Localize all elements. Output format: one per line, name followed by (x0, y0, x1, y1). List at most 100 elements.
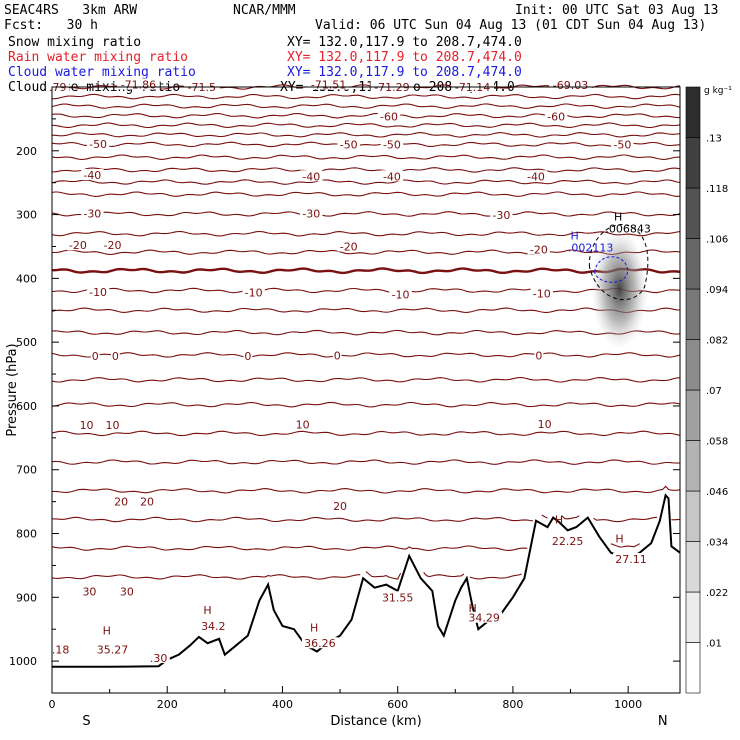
field-cloudwater-xy: XY= 132.0,117.9 to 208.7,474.0 (287, 65, 522, 80)
contour-label: -40 (302, 170, 320, 183)
x-axis-label: Distance (km) (330, 714, 421, 729)
contour-label-bg (490, 209, 513, 221)
contour-label-bg (549, 535, 586, 547)
contour-label-bg (527, 243, 551, 255)
cloud-ice-contour (588, 224, 649, 301)
temperature-contour (51, 132, 681, 138)
colorbar-label: .07 (706, 386, 722, 397)
contour-label-bg (530, 287, 553, 299)
contour-label: -71.5 (188, 81, 216, 94)
contour-label: -30 (302, 207, 320, 220)
contour-label: 34.29 (468, 612, 500, 625)
colorbar-label: .01 (706, 639, 722, 650)
cloud-water-high-marker: H (571, 230, 579, 243)
x-tick-label: 800 (502, 698, 523, 711)
contour-label-bg (183, 81, 220, 92)
temperature-contour (52, 544, 680, 551)
colorbar-cell (685, 490, 701, 542)
y-tick-label: 800 (16, 528, 37, 541)
header-valid: Valid: 06 UTC Sun 04 Aug 13 (01 CDT Sun … (315, 18, 707, 33)
contour-label-bg (300, 207, 323, 219)
cloud-ice-shading (591, 229, 648, 350)
colorbar-cell (685, 440, 701, 492)
x-tick-label: 200 (157, 698, 178, 711)
contour-label-bg (300, 170, 323, 182)
colorbar-label: .118 (706, 184, 728, 195)
contour-label-bg (78, 419, 95, 431)
contour-label-bg (81, 207, 104, 219)
temperature-contour (51, 249, 681, 255)
header-center: NCAR/MMM (233, 3, 296, 18)
contour-label-bg (380, 170, 404, 182)
temperature-contour (51, 112, 680, 119)
contour-label-bg (81, 585, 98, 597)
contour-label-bg (337, 240, 360, 252)
x-tick-label: 400 (272, 698, 293, 711)
temperature-contour (51, 485, 681, 494)
contour-label: 0 (535, 350, 542, 363)
high-marker: H (468, 602, 476, 615)
contour-label-bg (110, 350, 120, 362)
contour-label: -60 (380, 110, 398, 123)
contour-label-bg (536, 417, 553, 429)
temperature-contour (51, 287, 681, 294)
y-tick-label: 200 (16, 145, 37, 158)
contour-label: -50 (613, 138, 631, 151)
temperature-contour (51, 211, 681, 217)
field-cloudice-xy: XY= 132.0,117.9 to 208.7,474.0 (280, 80, 515, 95)
temperature-contour (51, 307, 681, 314)
contour-label-bg (49, 643, 72, 655)
contour-label: 31.55 (382, 591, 414, 604)
contour-label: -20 (340, 240, 358, 253)
contour-label-bg (113, 495, 129, 507)
field-rain-name: Rain water mixing ratio (8, 50, 189, 65)
contour-label-bg (534, 349, 544, 361)
contour-label-bg (104, 419, 121, 431)
contour-label: 27.11 (615, 553, 647, 566)
field-rain-xy: XY= 132.0,117.9 to 208.7,474.0 (287, 50, 522, 65)
contour-label-bg (90, 350, 100, 362)
endpoint-left: S (82, 714, 90, 729)
colorbar-label: .094 (706, 285, 728, 296)
colorbar-cell (685, 339, 701, 391)
contour-label: 20 (333, 500, 347, 513)
y-tick-label: 400 (16, 272, 37, 285)
high-marker: H (555, 513, 563, 526)
cloud-water-max-label: .002113 (568, 242, 614, 255)
x-tick-label: 0 (49, 698, 56, 711)
contour-label: 10 (538, 418, 552, 431)
contour-label-bg (147, 651, 170, 663)
temperature-contour (51, 154, 681, 160)
contour-label: -50 (383, 138, 401, 151)
contour-label: -60 (547, 110, 565, 123)
contour-label-bg (549, 79, 592, 91)
contour-label: -10 (392, 288, 410, 301)
colorbar-cell (685, 187, 701, 239)
contour-label: 0 (92, 350, 99, 363)
contour-label: -40 (83, 169, 101, 182)
temperature-contour (51, 514, 681, 523)
temperature-contour (51, 401, 681, 408)
contour-label-bg (380, 138, 404, 150)
contour-label-bg (86, 285, 110, 297)
contour-label-bg (611, 138, 634, 150)
temperature-contour (51, 377, 681, 383)
colorbar-label: .022 (706, 588, 728, 599)
field-snow-xy: XY= 132.0,117.9 to 208.7,474.0 (287, 35, 522, 50)
contour-label: 35.27 (97, 644, 129, 657)
contour-label: 34.2 (201, 620, 226, 633)
y-tick-label: 900 (16, 591, 37, 604)
colorbar-cell (685, 389, 701, 441)
contour-label-bg (337, 138, 360, 150)
temperature-contour (51, 141, 681, 148)
contour-label: -20 (104, 239, 122, 252)
header-project: SEAC4RS 3km ARW (4, 3, 138, 18)
colorbar-cell (685, 642, 701, 694)
contour-label: -10 (533, 288, 551, 301)
contour-label: 22.25 (552, 535, 584, 548)
x-tick-label: 600 (387, 698, 408, 711)
y-tick-label: 700 (16, 464, 37, 477)
colorbar-unit: g kg⁻¹ (704, 86, 732, 96)
header-init: Init: 00 UTC Sat 03 Aug 13 (515, 3, 719, 18)
contour-label: -30 (492, 209, 510, 222)
